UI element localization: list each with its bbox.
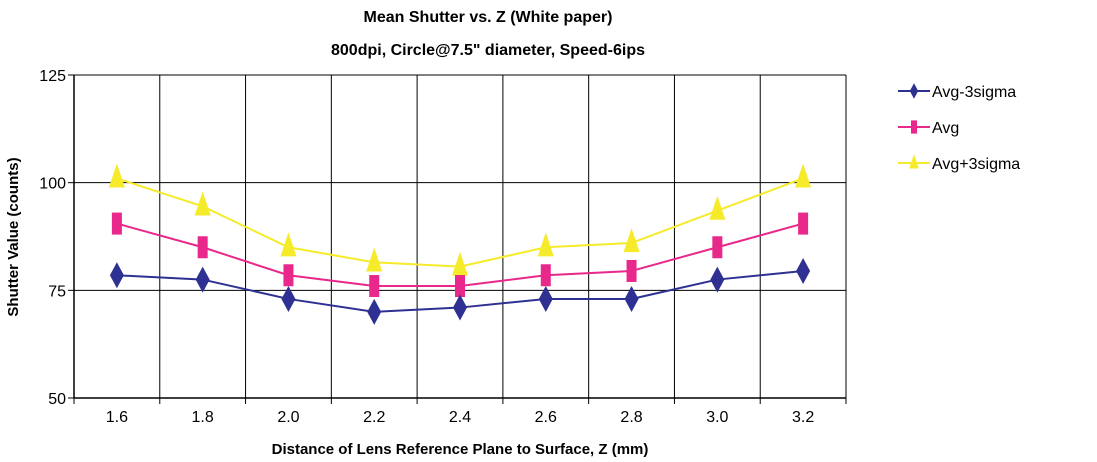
- legend-triangle-marker: [909, 154, 919, 169]
- x-axis-label: Distance of Lens Reference Plane to Surf…: [272, 441, 649, 458]
- legend-square-marker: [911, 120, 917, 134]
- legend-item: Avg: [898, 120, 959, 137]
- square-marker: [283, 264, 294, 287]
- triangle-marker: [366, 247, 383, 272]
- legend-label: Avg-3sigma: [932, 84, 1016, 101]
- x-tick-label: 2.4: [449, 409, 471, 426]
- triangle-marker: [194, 191, 211, 216]
- series-avg-3sigma: [109, 257, 811, 325]
- y-axis-label: Shutter Value (counts): [5, 157, 22, 316]
- triangle-marker: [280, 232, 297, 257]
- y-tick-label: 75: [48, 283, 66, 300]
- square-marker: [455, 275, 465, 298]
- x-tick-label: 3.2: [792, 409, 814, 426]
- diamond-marker: [710, 266, 725, 293]
- legend: Avg-3sigma Avg Avg+3sigma: [898, 83, 1020, 173]
- square-marker: [798, 212, 809, 235]
- square-marker: [369, 275, 380, 298]
- diamond-marker: [453, 294, 467, 321]
- grid: [73, 74, 847, 399]
- series-avg-3sigma: [108, 163, 812, 276]
- y-tick-label: 100: [39, 176, 66, 193]
- triangle-marker: [108, 163, 125, 188]
- series-avg: [111, 212, 809, 298]
- square-marker: [540, 264, 551, 287]
- series: [108, 163, 812, 325]
- legend-item: Avg-3sigma: [898, 83, 1016, 101]
- legend-label: Avg+3sigma: [932, 156, 1020, 173]
- x-tick-label: 2.8: [620, 409, 642, 426]
- diamond-marker: [195, 266, 210, 293]
- triangle-marker: [623, 228, 640, 253]
- square-marker: [197, 236, 208, 259]
- diamond-marker: [538, 285, 553, 312]
- triangle-marker: [795, 163, 812, 188]
- axes: [68, 74, 847, 404]
- triangle-marker: [537, 232, 554, 257]
- x-tick-label: 1.6: [106, 409, 128, 426]
- diamond-marker: [367, 298, 382, 325]
- x-tick-label: 1.8: [192, 409, 214, 426]
- square-marker: [712, 236, 723, 259]
- diamond-marker: [796, 257, 811, 284]
- y-tick-label: 50: [48, 391, 66, 408]
- legend-item: Avg+3sigma: [898, 154, 1020, 173]
- square-marker: [111, 212, 122, 235]
- y-tick-label: 125: [39, 68, 66, 85]
- triangle-marker: [709, 195, 726, 220]
- chart-title: Mean Shutter vs. Z (White paper): [364, 9, 613, 26]
- tick-labels: 50 75 100 125 1.6 1.8 2.0 2.2 2.4 2.6 2.8 3.0 3.2: [39, 68, 814, 426]
- chart-subtitle: 800dpi, Circle@7.5" diameter, Speed-6ips: [331, 42, 645, 59]
- x-tick-label: 2.6: [535, 409, 557, 426]
- legend-diamond-marker: [909, 83, 919, 99]
- square-marker: [626, 259, 637, 282]
- diamond-marker: [281, 285, 296, 312]
- x-tick-label: 2.0: [277, 409, 299, 426]
- diamond-marker: [109, 262, 124, 289]
- triangle-marker: [452, 251, 468, 276]
- x-tick-label: 3.0: [706, 409, 728, 426]
- legend-label: Avg: [932, 120, 959, 137]
- diamond-marker: [624, 285, 639, 312]
- x-tick-label: 2.2: [363, 409, 385, 426]
